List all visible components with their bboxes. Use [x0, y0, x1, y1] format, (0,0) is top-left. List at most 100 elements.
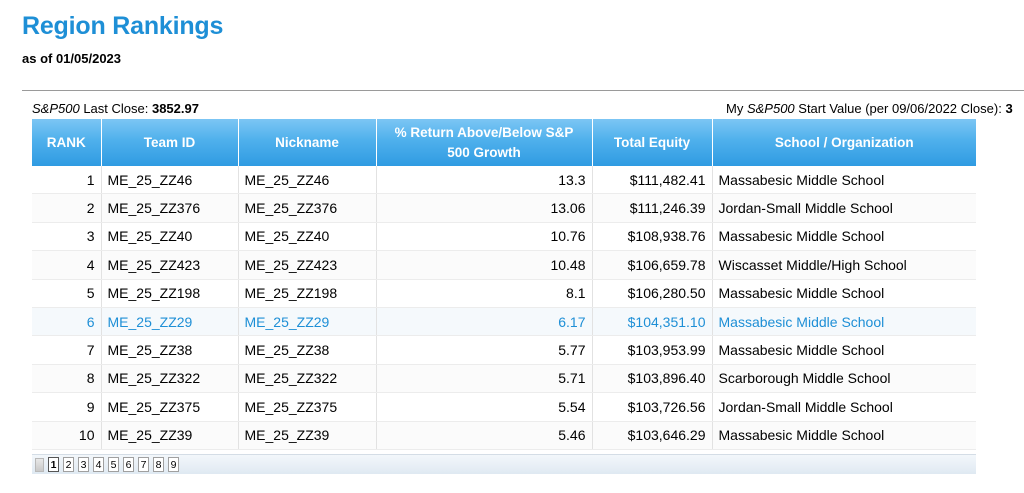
- cell-rank: 9: [32, 392, 102, 422]
- table-row[interactable]: 3 ME_25_ZZ40 ME_25_ZZ40 10.76 $108,938.76 Mas…: [32, 222, 976, 252]
- cell-team-id: ME_25_ZZ375: [101, 392, 239, 422]
- cell-nickname: ME_25_ZZ29: [238, 307, 377, 337]
- cell-school: Jordan-Small Middle School: [712, 392, 976, 422]
- cell-school: Massabesic Middle School: [712, 307, 976, 337]
- cell-nickname: ME_25_ZZ38: [238, 335, 377, 365]
- cell-total-equity: $103,896.40: [592, 364, 713, 394]
- cell-total-equity: $111,482.41: [592, 166, 713, 195]
- cell-rank: 5: [32, 279, 102, 308]
- table-header-row: RANK Team ID Nickname % Return Above/Bel…: [32, 119, 976, 166]
- cell-rank: 3: [32, 222, 102, 252]
- cell-nickname: ME_25_ZZ376: [238, 193, 377, 223]
- page-button-2[interactable]: 2: [63, 457, 74, 472]
- cell-team-id: ME_25_ZZ39: [101, 421, 239, 450]
- cell-total-equity: $106,659.78: [592, 250, 713, 280]
- cell-total-equity: $103,953.99: [592, 335, 713, 365]
- cell-school: Massabesic Middle School: [712, 335, 976, 365]
- cell-total-equity: $103,646.29: [592, 421, 713, 450]
- page-button-9[interactable]: 9: [168, 457, 179, 472]
- table-row[interactable]: 6 ME_25_ZZ29 ME_25_ZZ29 6.17 $104,351.10 Mass…: [32, 307, 976, 337]
- cell-return: 5.71: [376, 364, 593, 394]
- page-button-6[interactable]: 6: [123, 457, 134, 472]
- cell-team-id: ME_25_ZZ38: [101, 335, 239, 365]
- cell-return: 5.54: [376, 392, 593, 422]
- cell-rank: 7: [32, 335, 102, 365]
- cell-school: Massabesic Middle School: [712, 421, 976, 450]
- table-row[interactable]: 8 ME_25_ZZ322 ME_25_ZZ322 5.71 $103,896.40 Sc…: [32, 364, 976, 394]
- cell-rank: 2: [32, 193, 102, 223]
- cell-nickname: ME_25_ZZ46: [238, 166, 377, 195]
- my-prefix: My: [726, 101, 747, 116]
- index-name-2: S&P500: [746, 101, 795, 116]
- start-value-label: Start Value (per 09/06/2022 Close):: [794, 101, 1006, 116]
- cell-rank: 8: [32, 364, 102, 394]
- cell-team-id: ME_25_ZZ46: [101, 166, 239, 195]
- cell-school: Massabesic Middle School: [712, 279, 976, 308]
- table-row[interactable]: 9 ME_25_ZZ375 ME_25_ZZ375 5.54 $103,726.56 Jo…: [32, 392, 976, 422]
- table-row[interactable]: 5 ME_25_ZZ198 ME_25_ZZ198 8.1 $106,280.50 Mas…: [32, 279, 976, 308]
- cell-nickname: ME_25_ZZ322: [238, 364, 377, 394]
- cell-total-equity: $111,246.39: [592, 193, 713, 223]
- cell-return: 5.77: [376, 335, 593, 365]
- column-header-total-equity[interactable]: Total Equity: [592, 119, 713, 166]
- cell-return: 10.48: [376, 250, 593, 280]
- as-of-date: as of 01/05/2023: [22, 51, 122, 66]
- cell-return: 6.17: [376, 307, 593, 337]
- cell-nickname: ME_25_ZZ375: [238, 392, 377, 422]
- cell-team-id: ME_25_ZZ40: [101, 222, 239, 252]
- page-title: Region Rankings: [22, 12, 224, 40]
- table-row[interactable]: 7 ME_25_ZZ38 ME_25_ZZ38 5.77 $103,953.99 Mass…: [32, 335, 976, 365]
- cell-team-id: ME_25_ZZ376: [101, 193, 239, 223]
- cell-return: 8.1: [376, 279, 593, 308]
- first-page-button[interactable]: [35, 457, 44, 472]
- start-value: 3: [1005, 101, 1013, 116]
- cell-school: Scarborough Middle School: [712, 364, 976, 394]
- cell-school: Wiscasset Middle/High School: [712, 250, 976, 280]
- cell-team-id: ME_25_ZZ322: [101, 364, 239, 394]
- divider: [22, 90, 1024, 91]
- cell-team-id: ME_25_ZZ198: [101, 279, 239, 308]
- cell-nickname: ME_25_ZZ423: [238, 250, 377, 280]
- cell-nickname: ME_25_ZZ40: [238, 222, 377, 252]
- column-header-rank[interactable]: RANK: [32, 119, 102, 166]
- cell-rank: 6: [32, 307, 102, 337]
- table-body: 1 ME_25_ZZ46 ME_25_ZZ46 13.3 $111,482.41 Mass…: [32, 166, 976, 450]
- last-close-label: Last Close:: [79, 101, 152, 116]
- page-button-8[interactable]: 8: [153, 457, 164, 472]
- index-name: S&P500: [32, 101, 80, 116]
- cell-nickname: ME_25_ZZ39: [238, 421, 377, 450]
- cell-team-id: ME_25_ZZ29: [101, 307, 239, 337]
- column-header-school[interactable]: School / Organization: [712, 119, 976, 166]
- cell-rank: 10: [32, 421, 102, 450]
- cell-return: 5.46: [376, 421, 593, 450]
- cell-rank: 1: [32, 166, 102, 195]
- cell-rank: 4: [32, 250, 102, 280]
- cell-school: Jordan-Small Middle School: [712, 193, 976, 223]
- cell-return: 10.76: [376, 222, 593, 252]
- column-header-nickname[interactable]: Nickname: [238, 119, 377, 166]
- cell-return: 13.3: [376, 166, 593, 195]
- cell-team-id: ME_25_ZZ423: [101, 250, 239, 280]
- page-button-7[interactable]: 7: [138, 457, 149, 472]
- last-close-info: S&P500 Last Close: 3852.97: [32, 101, 199, 116]
- cell-return: 13.06: [376, 193, 593, 223]
- table-row[interactable]: 10 ME_25_ZZ39 ME_25_ZZ39 5.46 $103,646.29 Mas…: [32, 421, 976, 450]
- cell-school: Massabesic Middle School: [712, 166, 976, 195]
- table-row[interactable]: 1 ME_25_ZZ46 ME_25_ZZ46 13.3 $111,482.41 Mass…: [32, 166, 976, 195]
- last-close-value: 3852.97: [151, 101, 199, 116]
- column-header-return[interactable]: % Return Above/Below S&P 500 Growth: [376, 119, 593, 166]
- page-button-3[interactable]: 3: [78, 457, 89, 472]
- cell-total-equity: $108,938.76: [592, 222, 713, 252]
- cell-total-equity: $103,726.56: [592, 392, 713, 422]
- table-row[interactable]: 4 ME_25_ZZ423 ME_25_ZZ423 10.48 $106,659.78 W…: [32, 250, 976, 280]
- cell-school: Massabesic Middle School: [712, 222, 976, 252]
- table-row[interactable]: 2 ME_25_ZZ376 ME_25_ZZ376 13.06 $111,246.39 J…: [32, 193, 976, 223]
- rankings-table: RANK Team ID Nickname % Return Above/Bel…: [32, 119, 976, 450]
- page-button-5[interactable]: 5: [108, 457, 119, 472]
- page-button-4[interactable]: 4: [93, 457, 104, 472]
- column-header-team-id[interactable]: Team ID: [101, 119, 239, 166]
- cell-total-equity: $104,351.10: [592, 307, 713, 337]
- cell-total-equity: $106,280.50: [592, 279, 713, 308]
- page-button-1[interactable]: 1: [48, 457, 59, 472]
